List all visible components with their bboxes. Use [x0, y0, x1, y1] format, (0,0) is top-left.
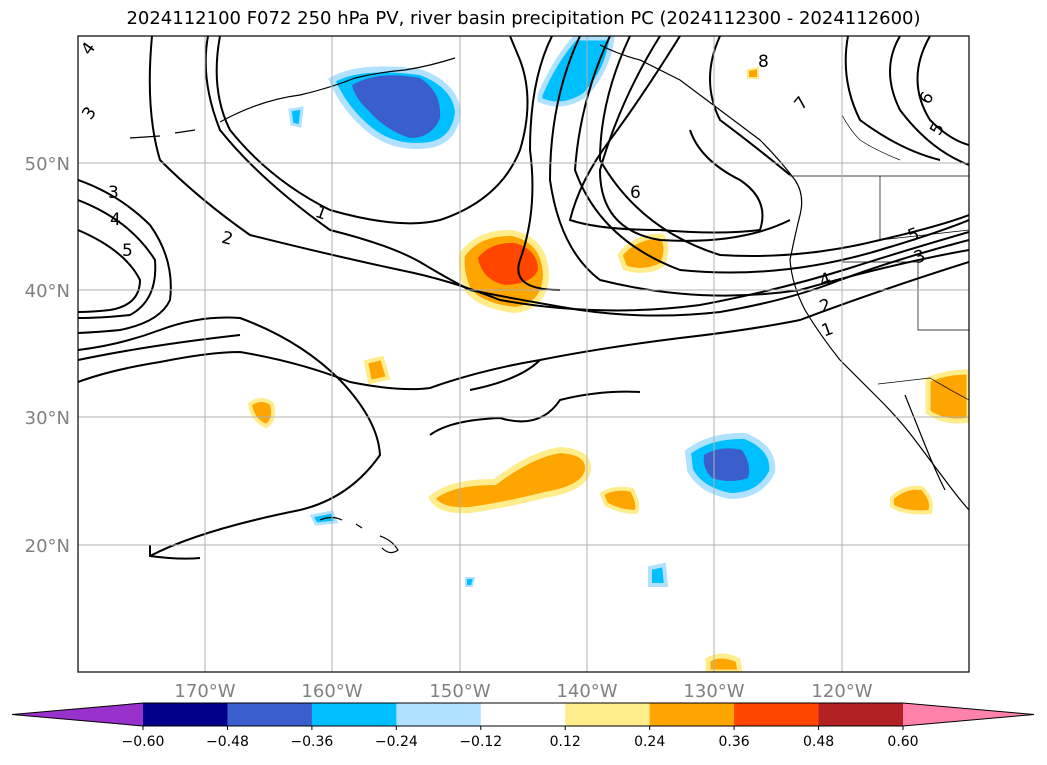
lon-tick-label: 160°W — [301, 681, 362, 702]
lat-tick-label: 30°N — [25, 408, 70, 429]
pv-contours — [78, 36, 969, 560]
precip-negative-east — [684, 432, 776, 500]
precip-negative-small — [288, 106, 304, 128]
pv-label: 1 — [819, 319, 836, 341]
lon-tick-label: 170°W — [174, 681, 235, 702]
pv-label: 5 — [926, 120, 949, 139]
colorbar-tick-label: 0.12 — [550, 734, 581, 750]
precip-positive-central — [458, 229, 550, 314]
pv-label: 3 — [78, 103, 101, 123]
lon-tick-label: 130°W — [683, 681, 744, 702]
precip-positive-small3 — [247, 398, 276, 429]
pv-label: 3 — [108, 183, 119, 203]
pv-label: 4 — [110, 210, 121, 230]
colorbar-extend-min — [12, 703, 143, 726]
colorbar-segment — [480, 703, 566, 726]
pv-label: 6 — [916, 88, 939, 107]
map-frame — [77, 35, 970, 673]
colorbar-segment — [818, 703, 904, 726]
pv-label: 5 — [905, 224, 922, 246]
graticule — [78, 36, 969, 672]
colorbar-segment — [396, 703, 482, 726]
colorbar-tick-label: 0.24 — [634, 734, 665, 750]
colorbar-extend-max — [903, 703, 1034, 726]
pv-label: 3 — [911, 246, 928, 268]
pv-label: 6 — [630, 183, 641, 203]
precip-negative-alaska — [328, 66, 462, 149]
precip-positive-baja — [925, 369, 969, 424]
precip-positive-small1 — [747, 66, 759, 79]
pv-label: 1 — [312, 202, 329, 224]
pv-label: 5 — [122, 241, 133, 261]
lon-tick-label: 150°W — [429, 681, 490, 702]
colorbar-tick-label: −0.12 — [459, 734, 502, 750]
colorbar-tick-label: −0.60 — [122, 734, 165, 750]
pv-label: 7 — [791, 93, 813, 114]
lon-tick-label: 140°W — [556, 681, 617, 702]
pv-label: 4 — [78, 39, 101, 59]
precip-positive-south — [705, 653, 743, 672]
lon-tick-labels: 170°W 160°W 150°W 140°W 130°W 120°W — [174, 681, 872, 702]
colorbar-segment — [649, 703, 735, 726]
precip-positive-small2 — [363, 355, 391, 385]
colorbar-segment — [143, 703, 228, 726]
colorbar-segment — [734, 703, 820, 726]
map-title: 2024112100 F072 250 hPa PV, river basin … — [126, 8, 921, 29]
colorbar-tick-label: −0.24 — [375, 734, 418, 750]
borders — [790, 114, 969, 401]
pv-label: 8 — [758, 52, 769, 72]
pv-label: 2 — [219, 228, 235, 250]
precip-negative-gulf — [537, 36, 615, 107]
colorbar-tick-label: 0.48 — [803, 734, 834, 750]
map-content: 1 2 3 4 5 6 7 8 1 2 3 4 5 6 5 4 3 — [78, 36, 969, 672]
colorbar-tick-label: 0.60 — [887, 734, 918, 750]
lat-tick-label: 20°N — [25, 536, 70, 557]
colorbar-tick-label: −0.36 — [290, 734, 333, 750]
lat-tick-labels: 50°N 40°N 30°N 20°N — [25, 154, 70, 557]
colorbar-tick-label: 0.36 — [719, 734, 750, 750]
colorbar-segment — [227, 703, 313, 726]
lon-tick-label: 120°W — [811, 681, 872, 702]
lat-tick-label: 40°N — [25, 281, 70, 302]
colorbar: −0.60 −0.48 −0.36 −0.24 −0.12 0.12 0.24 0.36 0.4… — [11, 702, 1035, 750]
colorbar-segment — [565, 703, 651, 726]
lat-tick-label: 50°N — [25, 154, 70, 175]
precip-negative-small4 — [465, 577, 476, 587]
precip-negative-small3 — [648, 562, 669, 587]
precip-positive-band — [428, 446, 592, 514]
precip-positive-small4 — [599, 486, 640, 515]
precip-positive-small5 — [890, 485, 933, 515]
colorbar-segment — [311, 703, 397, 726]
colorbar-tick-label: −0.48 — [206, 734, 249, 750]
pv-label: 2 — [817, 295, 834, 317]
